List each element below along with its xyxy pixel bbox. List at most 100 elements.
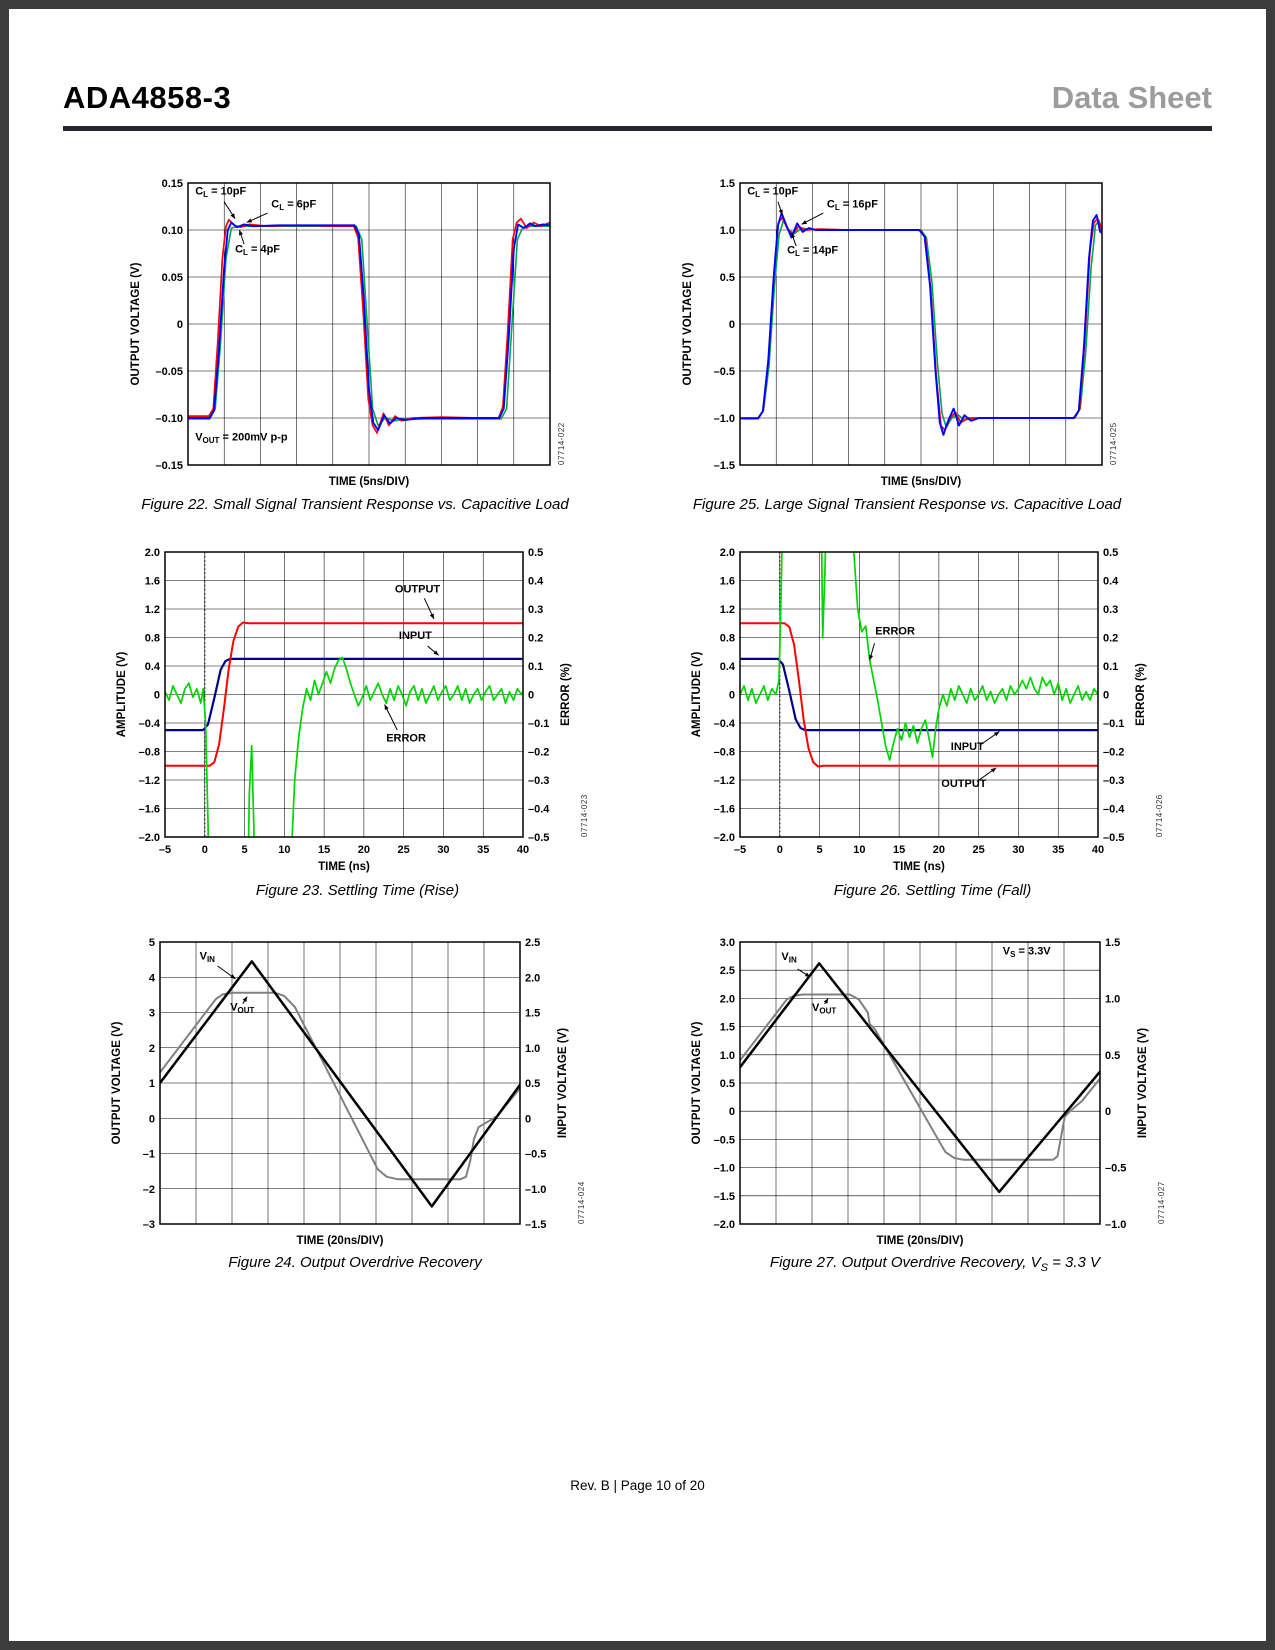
series-vout [160,991,520,1181]
svg-text:–0.5: –0.5 [1103,832,1124,844]
annotation: CL = 4pF [235,229,280,258]
tick-labels: 5 4 3 2 1 0 –1 –2 –3 2.5 2.0 1.5 1.0 0.5 0 –0.5 –1.0 –1.5 [143,937,547,1231]
part-number: ADA4858-3 [63,80,232,115]
svg-text:–1.2: –1.2 [714,775,735,787]
svg-text:CL = 10pF: CL = 10pF [195,185,246,199]
svg-text:25: 25 [973,844,985,856]
series-output [740,622,1098,768]
svg-text:–0.3: –0.3 [528,775,549,787]
svg-text:–1.6: –1.6 [139,804,160,816]
tick-labels: 0.15 0.10 0.05 0 –0.05 –0.10 –0.15 [155,178,183,472]
svg-text:2.5: 2.5 [525,937,540,949]
svg-text:0.3: 0.3 [1103,604,1118,616]
annotation: OUTPUT [395,584,440,620]
svg-text:1.6: 1.6 [720,576,735,588]
annotation: CL = 16pF [801,198,878,225]
svg-text:–0.15: –0.15 [155,460,183,472]
svg-text:–0.4: –0.4 [139,718,161,730]
svg-text:0.5: 0.5 [1105,1050,1120,1062]
svg-text:–1.0: –1.0 [714,413,735,425]
figure-caption: Figure 27. Output Overdrive Recovery, VS… [769,1254,1101,1274]
svg-text:20: 20 [933,844,945,856]
arrowhead [778,209,783,215]
figure-24: 5 4 3 2 1 0 –1 –2 –3 2.5 2.0 1.5 1.0 0.5 0 –0.5 –1.0 –1.5… [110,934,600,1271]
figure-caption: Figure 25. Large Signal Transient Respon… [692,496,1122,513]
plot-border [739,551,1099,838]
svg-text:0: 0 [777,844,783,856]
svg-text:15: 15 [893,844,905,856]
svg-text:INPUT: INPUT [951,741,984,753]
series-cl-16pf [740,212,1102,436]
grid-lines [164,551,524,838]
svg-text:–0.2: –0.2 [528,747,549,759]
svg-text:CL = 4pF: CL = 4pF [235,244,280,258]
y2-axis-title: INPUT VOLTAGE (V) [1137,1028,1149,1138]
series-group [165,621,523,837]
svg-text:40: 40 [517,844,529,856]
annotation: VOUT [812,998,836,1015]
svg-text:0.8: 0.8 [145,633,160,645]
svg-text:1.0: 1.0 [1105,993,1120,1005]
figure-25: 1.5 1.0 0.5 0 –0.5 –1.0 –1.5 TIME (5ns/DIV) OUTP… [667,174,1147,513]
arrowhead [230,213,236,219]
figure-caption: Figure 24. Output Overdrive Recovery [228,1254,482,1271]
annotation: VIN [200,951,236,980]
svg-text:–0.1: –0.1 [528,718,549,730]
svg-text:–0.3: –0.3 [1103,775,1124,787]
svg-text:1.0: 1.0 [525,1043,540,1055]
svg-text:1.0: 1.0 [720,225,735,237]
svg-text:2.0: 2.0 [145,547,160,559]
svg-text:–2: –2 [143,1184,155,1196]
svg-text:–0.5: –0.5 [528,832,549,844]
y-axis-title: OUTPUT VOLTAGE (V) [682,262,694,385]
svg-text:0.2: 0.2 [1103,633,1118,645]
svg-text:1.5: 1.5 [720,178,735,190]
svg-text:–0.1: –0.1 [1103,718,1124,730]
svg-text:VS = 3.3V: VS = 3.3V [1003,945,1052,959]
chart-overdrive-recovery-3v3: 3.0 2.5 2.0 1.5 1.0 0.5 0 –0.5 –1.0 –1.5 –2.0 1.5 1.… [691,937,1166,1247]
plot-border [739,941,1101,1225]
annotation: VIN [781,951,811,978]
arrowhead [429,613,434,619]
svg-text:0.4: 0.4 [145,661,161,673]
x-axis-title: TIME (20ns/DIV) [297,1235,384,1247]
svg-text:–5: –5 [159,844,171,856]
svg-text:0.3: 0.3 [528,604,543,616]
svg-text:–0.5: –0.5 [714,366,735,378]
svg-text:1: 1 [149,1078,155,1090]
annotation: ERROR [869,626,915,661]
svg-text:1.5: 1.5 [525,1008,540,1020]
series-error [165,656,523,837]
footer-text: Rev. B | Page 10 of 20 [570,1478,705,1493]
x-axis-title: TIME (ns) [318,861,370,873]
arrowhead [994,731,1000,737]
annotation: ERROR [384,704,426,745]
svg-text:–0.2: –0.2 [1103,747,1124,759]
svg-text:30: 30 [1012,844,1024,856]
svg-text:–0.5: –0.5 [714,1134,735,1146]
svg-text:VOUT: VOUT [812,1002,836,1016]
svg-text:1.5: 1.5 [1105,937,1120,949]
svg-text:0.5: 0.5 [525,1078,540,1090]
svg-text:35: 35 [477,844,489,856]
svg-text:3: 3 [149,1008,155,1020]
svg-text:2.0: 2.0 [720,547,735,559]
series-cl-4pf [188,225,550,427]
annotation: INPUT [951,731,1000,753]
svg-text:0: 0 [729,319,735,331]
svg-text:–2.0: –2.0 [139,832,160,844]
svg-text:0: 0 [525,1113,531,1125]
svg-text:0.1: 0.1 [528,661,543,673]
y-axis-title: OUTPUT VOLTAGE (V) [111,1021,123,1144]
series-vin [740,962,1100,1194]
grid-lines [739,941,1101,1225]
series-group [188,217,550,434]
svg-text:–0.10: –0.10 [155,413,183,425]
svg-text:5: 5 [241,844,247,856]
svg-text:30: 30 [437,844,449,856]
svg-text:VOUT = 200mV p-p: VOUT = 200mV p-p [195,432,288,446]
svg-text:5: 5 [149,937,155,949]
y2-axis-title: INPUT VOLTAGE (V) [557,1028,569,1138]
tick-labels: 3.0 2.5 2.0 1.5 1.0 0.5 0 –0.5 –1.0 –1.5 –2.0 1.5 1.… [714,937,1127,1231]
